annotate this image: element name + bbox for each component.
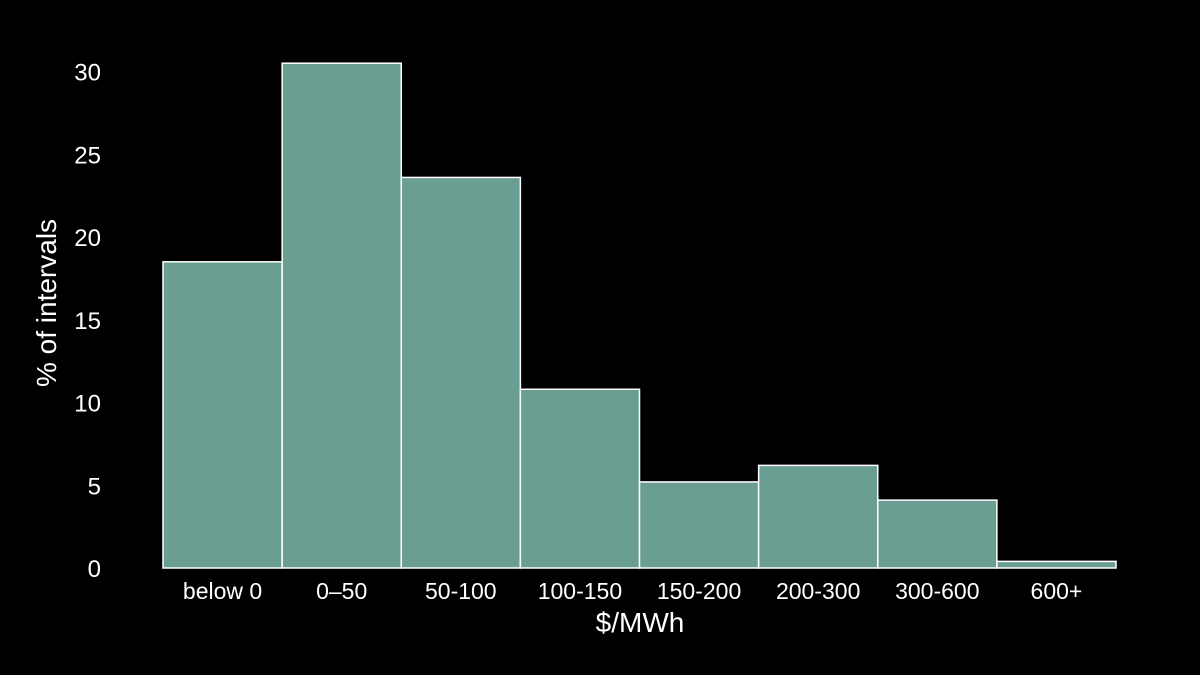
y-axis-title: % of intervals [31, 219, 62, 387]
x-category-label-4: 150-200 [657, 578, 741, 604]
y-tick-label-6: 30 [74, 60, 101, 87]
y-tick-label-0: 0 [88, 556, 101, 583]
y-tick-label-2: 10 [74, 391, 101, 418]
x-category-label-5: 200-300 [776, 578, 860, 604]
x-axis-category-labels: below 0 0–50 50-100 100-150 150-200 200-300 30… [183, 578, 1082, 604]
bar-3 [520, 389, 639, 568]
y-tick-label-1: 5 [88, 473, 101, 500]
bars-layer [163, 63, 1116, 568]
y-axis-ticks: 0 5 10 15 20 25 30 [74, 60, 101, 584]
y-tick-label-3: 15 [74, 308, 101, 335]
x-category-label-1: 0–50 [316, 578, 367, 604]
bar-0 [163, 262, 282, 568]
x-axis-title: $/MWh [596, 607, 685, 638]
y-tick-label-5: 25 [74, 142, 101, 169]
bar-6 [878, 500, 997, 568]
bar-5 [759, 465, 878, 568]
x-category-label-0: below 0 [183, 578, 262, 604]
bar-4 [640, 482, 759, 568]
x-category-label-6: 300-600 [895, 578, 979, 604]
bar-2 [401, 177, 520, 568]
bar-7 [997, 561, 1116, 568]
x-category-label-3: 100-150 [538, 578, 622, 604]
y-tick-label-4: 20 [74, 225, 101, 252]
x-category-label-7: 600+ [1031, 578, 1083, 604]
x-category-label-2: 50-100 [425, 578, 497, 604]
bar-1 [282, 63, 401, 568]
